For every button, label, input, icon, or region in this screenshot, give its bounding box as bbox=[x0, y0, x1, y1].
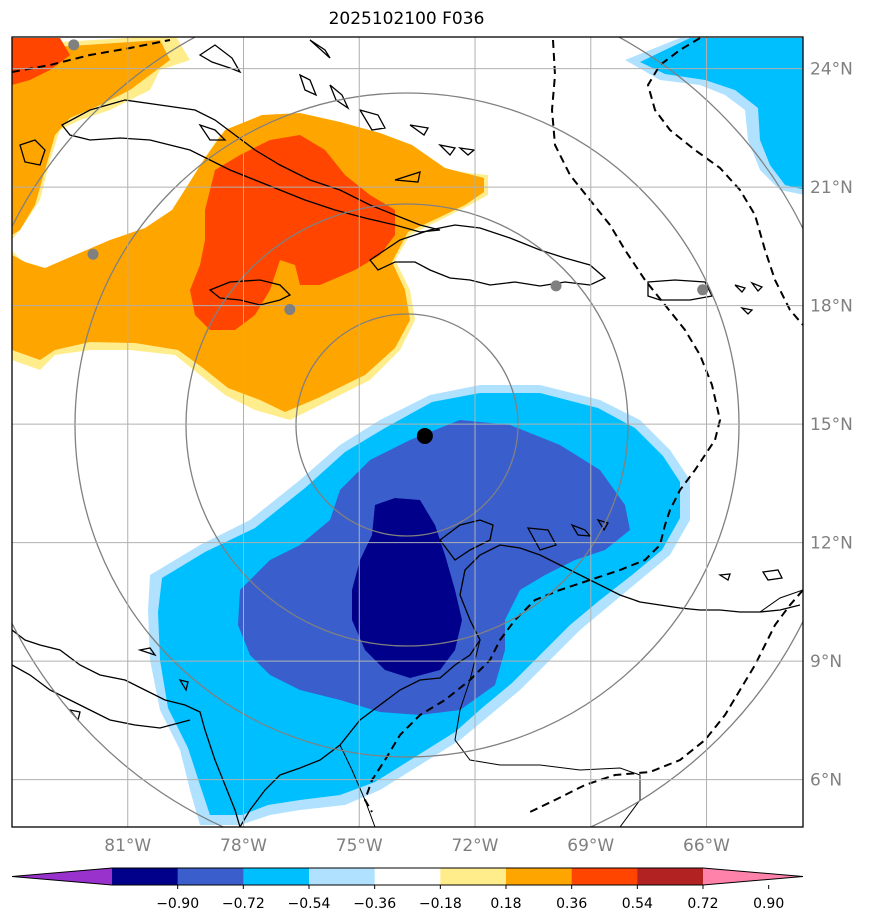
colorbar-tick-label: −0.18 bbox=[419, 896, 462, 912]
colorbar-tick-label: −0.72 bbox=[222, 896, 265, 912]
colorbar-segment bbox=[243, 868, 310, 885]
colorbar-tick-label: 0.36 bbox=[556, 896, 587, 912]
longitude-tick-label: 75°W bbox=[336, 836, 383, 856]
colorbar-tick-label: −0.54 bbox=[288, 896, 331, 912]
colorbar-outline bbox=[11, 867, 804, 886]
gridlines bbox=[12, 37, 803, 827]
longitude-tick-label: 69°W bbox=[567, 836, 614, 856]
storm-center-marker bbox=[416, 427, 433, 444]
colorbar-segment bbox=[637, 868, 704, 885]
city-marker bbox=[550, 280, 562, 292]
positive-anomaly-red bbox=[12, 38, 395, 330]
colorbar-tick-label: −0.90 bbox=[156, 896, 199, 912]
colorbar-tick-label: 0.72 bbox=[687, 896, 718, 912]
longitude-tick-label: 81°W bbox=[104, 836, 151, 856]
latitude-tick-label: 21°N bbox=[810, 178, 853, 198]
latitude-labels: 24°N 21°N 18°N 15°N 12°N 9°N 6°N bbox=[810, 60, 853, 791]
latitude-tick-label: 24°N bbox=[810, 60, 853, 80]
latitude-tick-label: 9°N bbox=[810, 652, 842, 672]
colorbar-tick-label: −0.36 bbox=[353, 896, 396, 912]
negative-anomaly-blue-ne bbox=[640, 38, 803, 190]
colorbar-segment bbox=[374, 868, 441, 885]
coastlines bbox=[12, 39, 803, 827]
latitude-tick-label: 18°N bbox=[810, 297, 853, 317]
city-marker bbox=[697, 284, 709, 296]
colorbar-segment bbox=[177, 868, 244, 885]
colorbar-tick-label: 0.54 bbox=[622, 896, 653, 912]
colorbar-segment bbox=[309, 868, 376, 885]
map-plot-area bbox=[12, 37, 803, 827]
colorbar-segment bbox=[506, 868, 573, 885]
colorbar-tick-label: 0.90 bbox=[753, 896, 784, 912]
city-marker bbox=[284, 304, 296, 316]
latitude-tick-label: 15°N bbox=[810, 415, 853, 435]
latitude-tick-label: 12°N bbox=[810, 534, 853, 554]
city-markers bbox=[68, 39, 709, 316]
longitude-tick-label: 78°W bbox=[220, 836, 267, 856]
longitude-tick-label: 72°W bbox=[452, 836, 499, 856]
latitude-tick-label: 6°N bbox=[810, 771, 842, 791]
longitude-tick-label: 66°W bbox=[683, 836, 730, 856]
colorbar-tick-label: 0.18 bbox=[490, 896, 521, 912]
colorbar-segment bbox=[440, 868, 507, 885]
colorbar-segment bbox=[571, 868, 638, 885]
range-rings bbox=[12, 37, 803, 827]
city-marker bbox=[68, 39, 80, 51]
plot-frame bbox=[11, 36, 804, 828]
colorbar-extend-high bbox=[703, 868, 803, 885]
colorbar-segment bbox=[112, 868, 179, 885]
city-marker bbox=[87, 248, 99, 260]
map-title: 2025102100 F036 bbox=[328, 9, 485, 29]
colorbar: −0.90 −0.72 −0.54 −0.36 −0.18 0.18 0.36 0.54 0.7… bbox=[11, 867, 804, 912]
longitude-labels: 81°W 78°W 75°W 72°W 69°W 66°W bbox=[104, 836, 730, 856]
colorbar-extend-low bbox=[12, 868, 112, 885]
